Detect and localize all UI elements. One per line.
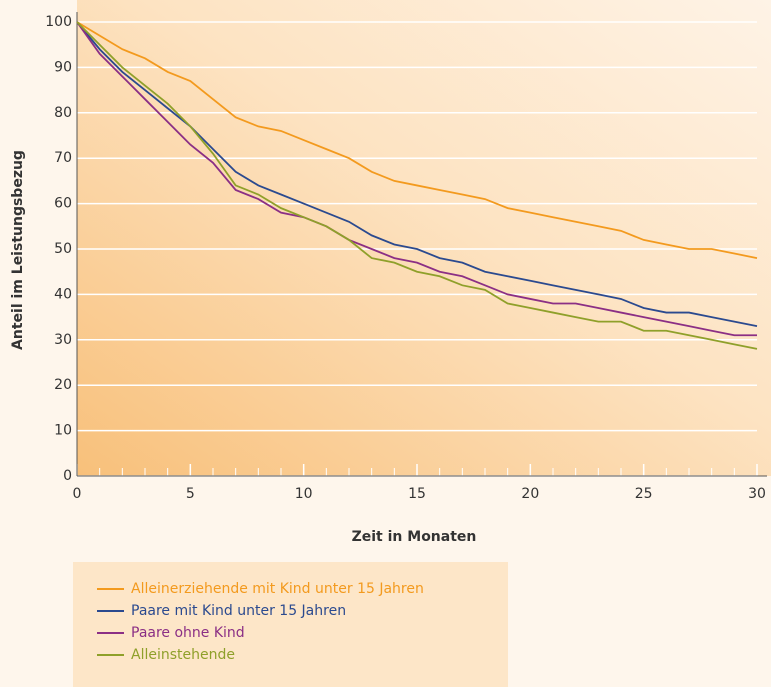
y-tick-label: 40 [54,286,72,302]
legend-box [73,562,508,687]
x-tick-label: 30 [748,486,766,502]
y-tick-label: 100 [45,14,72,30]
x-tick-label: 5 [186,486,195,502]
x-tick-label: 0 [73,486,82,502]
legend-label: Alleinerziehende mit Kind unter 15 Jahre… [131,581,424,597]
y-tick-label: 60 [54,196,72,212]
y-tick-label: 30 [54,332,72,348]
legend-label: Paare mit Kind unter 15 Jahren [131,603,346,619]
x-tick-label: 10 [295,486,313,502]
series-line [76,21,757,337]
y-axis-label: Anteil im Leistungsbezug [10,150,26,350]
y-tick-label: 50 [54,241,72,257]
series-line [76,21,758,259]
x-tick-label: 25 [635,486,653,502]
plot-area [77,0,771,476]
y-tick-label: 90 [54,59,72,75]
x-tick-label: 15 [408,486,426,502]
legend-label: Paare ohne Kind [131,625,245,641]
x-axis-label: Zeit in Monaten [352,529,477,545]
y-tick-label: 10 [54,423,72,439]
y-tick-label: 80 [54,105,72,121]
series-line [76,21,758,350]
legend-label: Alleinstehende [131,647,235,663]
x-tick-label: 20 [521,486,539,502]
y-tick-label: 70 [54,150,72,166]
y-tick-label: 20 [54,377,72,393]
y-tick-label: 0 [63,468,72,484]
